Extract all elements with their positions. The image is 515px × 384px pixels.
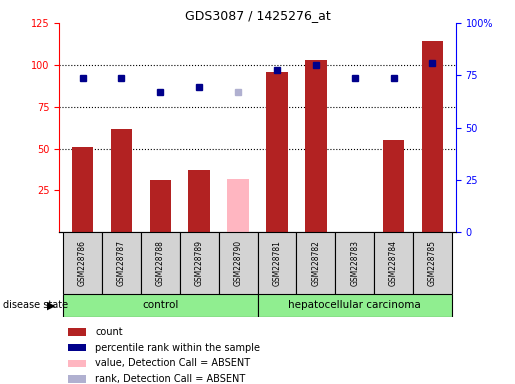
FancyBboxPatch shape xyxy=(219,232,258,294)
Bar xyxy=(68,344,87,351)
FancyBboxPatch shape xyxy=(335,232,374,294)
Text: value, Detection Call = ABSENT: value, Detection Call = ABSENT xyxy=(95,358,251,368)
Text: GSM228783: GSM228783 xyxy=(350,240,359,286)
FancyBboxPatch shape xyxy=(63,232,102,294)
Text: GSM228786: GSM228786 xyxy=(78,240,87,286)
FancyBboxPatch shape xyxy=(258,232,296,294)
Bar xyxy=(150,180,171,232)
FancyBboxPatch shape xyxy=(374,232,413,294)
Bar xyxy=(72,147,93,232)
Text: percentile rank within the sample: percentile rank within the sample xyxy=(95,343,261,353)
Text: GSM228790: GSM228790 xyxy=(234,240,243,286)
Text: hepatocellular carcinoma: hepatocellular carcinoma xyxy=(288,300,421,310)
Text: GSM228787: GSM228787 xyxy=(117,240,126,286)
Text: rank, Detection Call = ABSENT: rank, Detection Call = ABSENT xyxy=(95,374,246,384)
Bar xyxy=(111,129,132,232)
Text: disease state: disease state xyxy=(3,300,67,310)
Text: GSM228785: GSM228785 xyxy=(428,240,437,286)
Text: ▶: ▶ xyxy=(47,300,56,310)
FancyBboxPatch shape xyxy=(141,232,180,294)
FancyBboxPatch shape xyxy=(180,232,219,294)
Bar xyxy=(305,60,327,232)
Text: GSM228781: GSM228781 xyxy=(272,240,281,286)
Text: control: control xyxy=(142,300,179,310)
Text: GSM228789: GSM228789 xyxy=(195,240,204,286)
Bar xyxy=(68,359,87,367)
Bar xyxy=(68,328,87,336)
Text: GSM228782: GSM228782 xyxy=(311,240,320,286)
FancyBboxPatch shape xyxy=(102,232,141,294)
Text: GSM228784: GSM228784 xyxy=(389,240,398,286)
Text: GSM228788: GSM228788 xyxy=(156,240,165,286)
Bar xyxy=(227,179,249,232)
FancyBboxPatch shape xyxy=(413,232,452,294)
FancyBboxPatch shape xyxy=(63,294,258,317)
Title: GDS3087 / 1425276_at: GDS3087 / 1425276_at xyxy=(184,9,331,22)
Bar xyxy=(266,71,288,232)
Bar xyxy=(188,170,210,232)
Text: count: count xyxy=(95,327,123,337)
FancyBboxPatch shape xyxy=(296,232,335,294)
Bar xyxy=(422,41,443,232)
Bar xyxy=(383,140,404,232)
FancyBboxPatch shape xyxy=(258,294,452,317)
Bar xyxy=(68,376,87,383)
